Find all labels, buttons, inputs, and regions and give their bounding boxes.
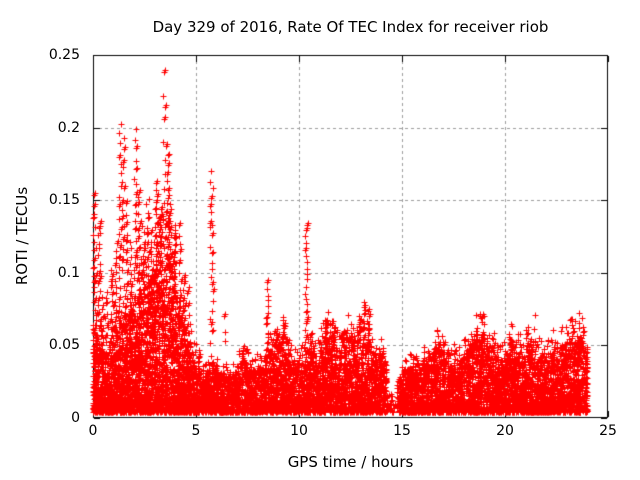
x-tick-label: 20 — [496, 423, 514, 439]
y-tick-label: 0 — [71, 410, 80, 426]
x-tick-label: 10 — [290, 423, 308, 439]
y-tick-label: 0.2 — [57, 119, 80, 136]
y-tick-label: 0.1 — [57, 264, 80, 281]
y-tick-label: 0.15 — [48, 192, 80, 209]
x-axis-label: GPS time / hours — [287, 453, 414, 471]
x-tick-label: 0 — [88, 423, 98, 439]
chart-title: Day 329 of 2016, Rate Of TEC Index for r… — [152, 18, 549, 36]
x-tick-label: 25 — [599, 423, 617, 439]
y-tick-label: 0.25 — [48, 47, 80, 63]
x-tick-label: 15 — [393, 423, 411, 439]
y-tick-label: 0.05 — [48, 337, 80, 354]
plot-area — [85, 47, 616, 426]
x-tick-label: 5 — [191, 423, 201, 439]
